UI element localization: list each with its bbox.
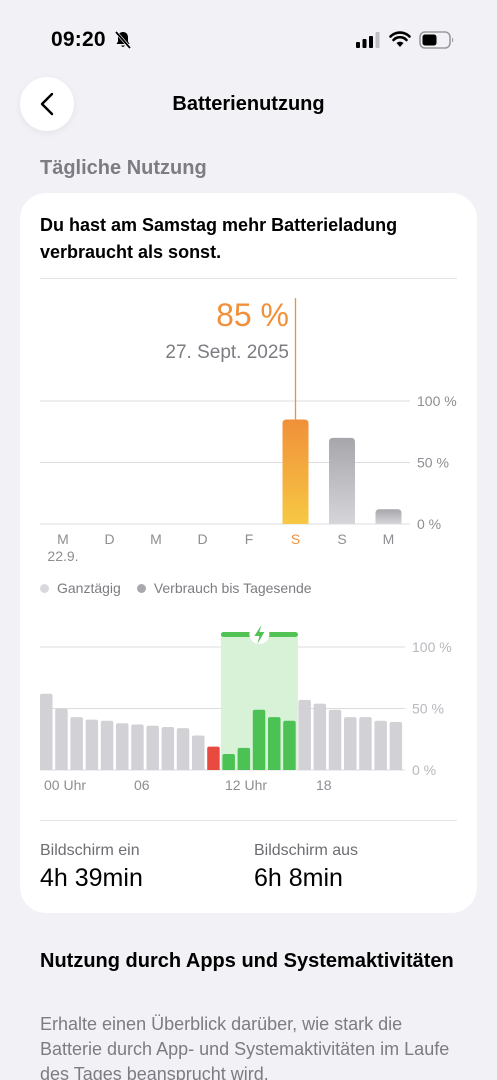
apps-section-title: Nutzung durch Apps und System­aktivitäte…: [40, 950, 454, 972]
hour-bar-4: [100, 720, 114, 770]
legend-label-allday: Ganztägig: [57, 580, 121, 596]
screen-on-label: Bildschirm ein: [40, 842, 140, 859]
chevron-left-icon: [40, 92, 54, 116]
x-tick-label: M: [150, 531, 162, 547]
x-tick-label: 18: [316, 777, 332, 793]
bar-day-5: [282, 419, 309, 524]
screen-on-value: 4h 39min: [40, 864, 143, 892]
bar-day-6: [329, 437, 355, 524]
x-tick-label: M: [383, 531, 395, 547]
hour-bar-22: [374, 720, 387, 770]
x-tick-label: S: [337, 531, 346, 547]
apps-section-description: Erhalte einen Überblick darüber, wie sta…: [40, 1014, 450, 1080]
y-tick-label: 0 %: [417, 516, 441, 532]
back-button[interactable]: [20, 77, 74, 131]
chart-legend: Ganztägig Verbrauch bis Tagesende: [40, 580, 312, 596]
selected-day-value: 85 %: [216, 297, 289, 333]
hour-bar-18: [313, 703, 327, 770]
legend-dot-allday: [40, 583, 49, 593]
bar-day-7: [375, 509, 402, 524]
x-tick-label: S: [291, 531, 300, 547]
y-tick-label: 0 %: [412, 762, 436, 778]
hour-bar-0: [40, 693, 53, 770]
daily-usage-chart[interactable]: 100 %50 %0 %M22.9.D M D F S S M: [20, 193, 477, 573]
x-tick-label: F: [245, 531, 254, 547]
divider: [40, 278, 457, 279]
x-tick-label: 12 Uhr: [225, 777, 267, 793]
hour-bar-8: [161, 726, 175, 770]
hour-bar-1: [55, 708, 68, 770]
bell-slash-icon: [114, 31, 132, 49]
hour-bar-10: [192, 735, 205, 770]
x-tick-label: D: [197, 531, 207, 547]
screen-off-label: Bildschirm aus: [254, 842, 359, 859]
hour-bar-3: [85, 719, 99, 770]
hour-bar-5: [116, 723, 129, 770]
hour-bar-6: [131, 724, 144, 770]
hour-bar-14: [252, 709, 266, 770]
section-title-daily-usage: Tägliche Nutzung: [40, 157, 207, 179]
hour-bar-9: [176, 728, 190, 770]
screen-off-value: 6h 8min: [254, 864, 343, 892]
x-tick-label: D: [104, 531, 114, 547]
x-tick-label: 06: [134, 777, 150, 793]
battery-icon: [419, 31, 454, 49]
hour-bar-20: [344, 717, 357, 770]
selected-day-date: 27. Sept. 2025: [165, 342, 289, 363]
hour-bar-23: [389, 722, 403, 770]
hour-bar-21: [359, 717, 372, 770]
hour-bar-11: [207, 746, 220, 770]
wifi-icon: [389, 31, 411, 47]
lightning-icon: [254, 625, 265, 644]
x-tick-label: M: [57, 531, 69, 547]
hour-bar-7: [146, 725, 159, 770]
status-bar: 09:20: [0, 0, 497, 80]
divider: [40, 820, 457, 821]
cellular-signal-icon: [356, 32, 380, 48]
x-tick-label: 00 Uhr: [44, 777, 86, 793]
hour-bar-17: [298, 699, 311, 770]
hour-bar-16: [283, 720, 296, 770]
legend-dot-until-end: [136, 583, 146, 593]
y-tick-label: 50 %: [412, 701, 444, 717]
daily-usage-card: Du hast am Samstag mehr Batterieladung v…: [20, 193, 477, 913]
y-tick-label: 100 %: [417, 393, 457, 409]
hour-bar-15: [268, 717, 281, 770]
hour-bar-12: [222, 754, 235, 770]
y-tick-label: 50 %: [417, 455, 449, 471]
usage-headline: Du hast am Samstag mehr Batterieladung v…: [40, 215, 398, 262]
status-time: 09:20: [51, 28, 106, 51]
y-tick-label: 100 %: [412, 639, 452, 655]
legend-label-until-end: Verbrauch bis Tagesende: [153, 580, 312, 596]
hourly-battery-chart[interactable]: 100 % 50 % 0 % 00 Uhr 06 12 Uhr 18: [20, 193, 477, 813]
page-title: Batterienutzung: [172, 93, 325, 115]
hour-bar-2: [70, 717, 83, 770]
hour-bar-13: [237, 747, 251, 770]
hour-bar-19: [328, 709, 342, 770]
x-date-label: 22.9.: [47, 548, 78, 564]
